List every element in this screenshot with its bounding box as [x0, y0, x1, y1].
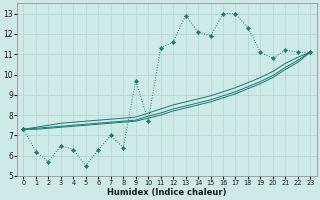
- X-axis label: Humidex (Indice chaleur): Humidex (Indice chaleur): [107, 188, 227, 197]
